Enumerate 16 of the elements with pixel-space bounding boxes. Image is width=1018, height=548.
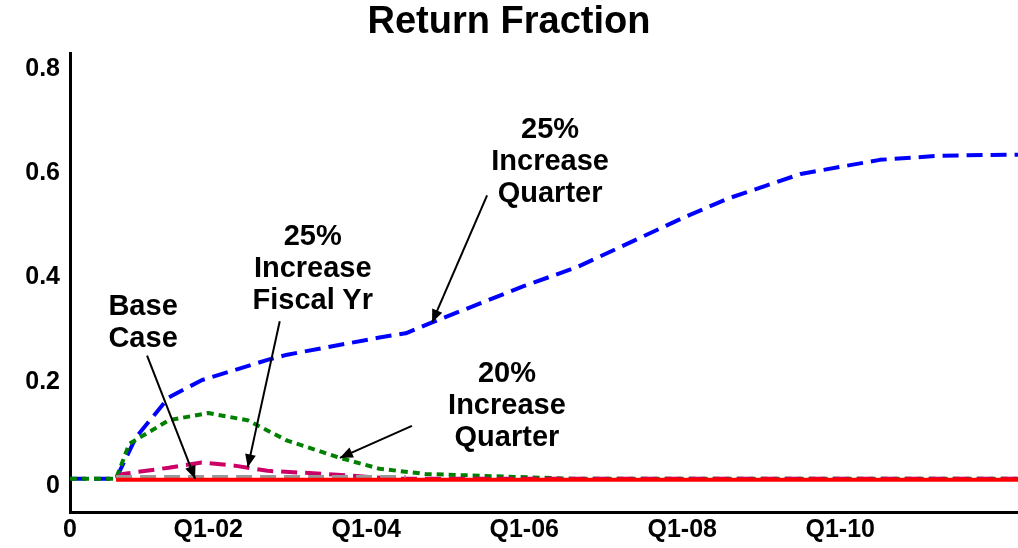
x-tick-label: Q1-08 <box>647 513 718 542</box>
annotation: 25% Increase Fiscal Yr <box>252 219 373 316</box>
annotation: 20% Increase Quarter <box>448 355 566 452</box>
annotation: 25% Increase Quarter <box>491 112 609 209</box>
y-tick-label: 0.8 <box>25 53 61 82</box>
x-tick-label: Q1-02 <box>173 513 243 542</box>
x-tick-label: Q1-06 <box>489 513 559 542</box>
x-tick-label: Q1-10 <box>805 513 875 542</box>
chart-title: Return Fraction <box>367 0 651 42</box>
x-tick-label: Q1-04 <box>331 513 402 542</box>
y-tick-label: 0.6 <box>25 157 60 186</box>
line-series <box>114 460 1018 481</box>
y-tick-label: 0 <box>46 469 60 498</box>
y-tick-label: 0.2 <box>25 365 60 394</box>
y-tick-label: 0.4 <box>25 261 61 290</box>
annotation: Base Case <box>108 288 178 353</box>
